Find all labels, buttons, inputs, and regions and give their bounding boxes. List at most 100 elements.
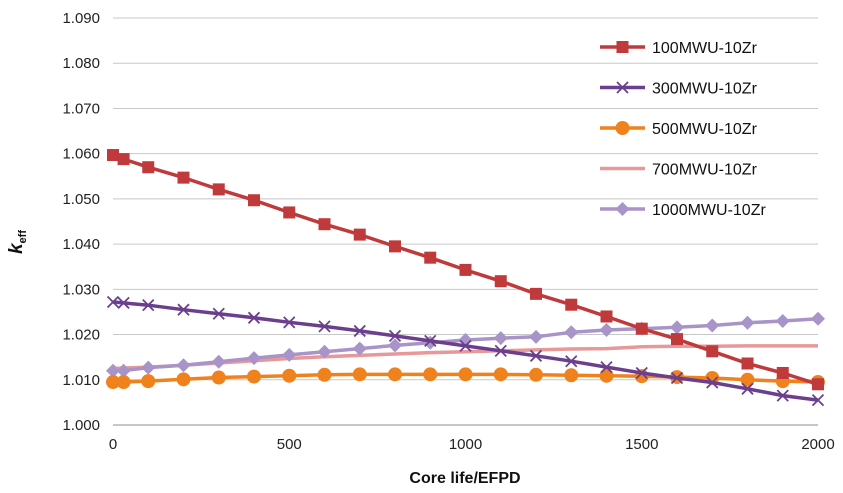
data-point-300MWU-10Zr bbox=[353, 324, 366, 338]
data-point-300MWU-10Zr-stroke bbox=[706, 376, 719, 389]
data-point-100MWU-10Zr bbox=[389, 240, 401, 253]
data-point-300MWU-10Zr bbox=[459, 339, 472, 352]
data-point-300MWU-10Zr-stroke bbox=[776, 389, 789, 402]
data-point-300MWU-10Zr-stroke bbox=[142, 299, 155, 312]
data-point-1000MWU-10Zr bbox=[282, 347, 297, 362]
data-point-100MWU-10Zr bbox=[776, 366, 789, 379]
y-tick-label: 1.050 bbox=[62, 191, 100, 208]
data-point-500MWU-10Zr bbox=[176, 372, 191, 387]
data-point-1000MWU-10Zr bbox=[670, 320, 684, 335]
data-point-300MWU-10Zr bbox=[811, 393, 825, 407]
data-point-300MWU-10Zr-stroke bbox=[424, 334, 437, 348]
y-tick-label: 1.000 bbox=[62, 417, 100, 434]
y-tick-label: 1.020 bbox=[62, 327, 100, 344]
y-axis-title-main: k bbox=[6, 242, 27, 254]
data-point-1000MWU-10Zr bbox=[211, 354, 226, 369]
data-point-100MWU-10Zr bbox=[741, 357, 754, 370]
data-point-100MWU-10Zr bbox=[318, 218, 331, 231]
data-point-1000MWU-10Zr bbox=[388, 338, 402, 353]
data-point-1000MWU-10Zr bbox=[352, 341, 367, 356]
data-point-300MWU-10Zr-stroke bbox=[117, 296, 130, 310]
data-point-300MWU-10Zr bbox=[600, 360, 613, 374]
data-point-300MWU-10Zr-stroke bbox=[353, 324, 366, 338]
y-tick-label: 1.090 bbox=[62, 10, 100, 27]
legend-marker bbox=[616, 41, 629, 53]
data-point-100MWU-10Zr bbox=[117, 153, 130, 166]
data-point-500MWU-10Zr bbox=[458, 367, 473, 382]
data-point-300MWU-10Zr-stroke bbox=[565, 355, 578, 368]
data-point-1000MWU-10Zr bbox=[317, 344, 332, 359]
data-point-300MWU-10Zr-stroke bbox=[388, 329, 402, 343]
legend-item: 700MWU-10Zr bbox=[600, 162, 758, 179]
data-point-300MWU-10Zr-stroke bbox=[106, 295, 120, 309]
data-point-300MWU-10Zr bbox=[529, 349, 543, 362]
legend-marker bbox=[615, 121, 630, 135]
data-point-300MWU-10Zr-stroke bbox=[811, 393, 825, 407]
data-point-100MWU-10Zr bbox=[635, 322, 648, 335]
data-point-1000MWU-10Zr bbox=[493, 331, 508, 346]
data-point-500MWU-10Zr bbox=[740, 372, 755, 387]
data-point-300MWU-10Zr-stroke bbox=[177, 303, 190, 316]
data-point-100MWU-10Zr bbox=[494, 275, 507, 288]
data-point-100MWU-10Zr bbox=[283, 206, 296, 219]
data-point-300MWU-10Zr-stroke bbox=[529, 349, 543, 362]
data-point-300MWU-10Zr bbox=[741, 382, 754, 395]
data-point-500MWU-10Zr bbox=[564, 368, 579, 383]
data-point-300MWU-10Zr-stroke bbox=[283, 316, 296, 329]
series-100MWU-10Zr bbox=[107, 149, 824, 391]
legend-marker bbox=[615, 202, 630, 216]
data-point-1000MWU-10Zr bbox=[116, 363, 131, 378]
y-tick-label: 1.080 bbox=[62, 55, 100, 72]
series-line-500MWU-10Zr bbox=[113, 372, 819, 384]
data-point-100MWU-10Zr bbox=[565, 298, 578, 311]
data-point-1000MWU-10Zr bbox=[740, 315, 755, 330]
data-point-300MWU-10Zr bbox=[177, 303, 190, 316]
y-tick-label: 1.040 bbox=[62, 236, 100, 253]
x-tick-label: 0 bbox=[109, 436, 117, 453]
data-point-300MWU-10Zr-stroke bbox=[494, 344, 507, 357]
data-point-300MWU-10Zr-stroke bbox=[670, 371, 684, 385]
data-point-300MWU-10Zr-stroke bbox=[600, 360, 613, 374]
legend-label: 100MWU-10Zr bbox=[652, 40, 758, 57]
data-point-500MWU-10Zr bbox=[529, 367, 543, 382]
data-point-500MWU-10Zr bbox=[599, 368, 614, 383]
y-tick-label: 1.030 bbox=[62, 281, 100, 298]
legend-label: 1000MWU-10Zr bbox=[652, 202, 766, 219]
x-tick-label: 2000 bbox=[801, 436, 834, 453]
y-tick-label: 1.060 bbox=[62, 146, 100, 163]
y-axis-title: keff bbox=[6, 230, 29, 254]
data-point-100MWU-10Zr bbox=[353, 228, 366, 241]
data-point-1000MWU-10Zr bbox=[599, 323, 614, 338]
data-point-300MWU-10Zr-stroke bbox=[635, 366, 648, 380]
data-point-300MWU-10Zr bbox=[106, 295, 120, 309]
data-point-300MWU-10Zr bbox=[635, 366, 648, 380]
x-tick-label: 1000 bbox=[449, 436, 482, 453]
legend-item: 100MWU-10Zr bbox=[600, 40, 758, 57]
data-point-300MWU-10Zr bbox=[318, 320, 331, 333]
data-point-300MWU-10Zr-stroke bbox=[247, 311, 261, 324]
data-point-100MWU-10Zr bbox=[212, 183, 225, 196]
data-point-500MWU-10Zr bbox=[282, 368, 297, 383]
data-point-100MWU-10Zr bbox=[142, 161, 155, 174]
data-point-1000MWU-10Zr bbox=[705, 318, 720, 333]
data-point-300MWU-10Zr bbox=[247, 311, 261, 324]
data-point-1000MWU-10Zr bbox=[106, 363, 120, 378]
data-point-100MWU-10Zr bbox=[706, 345, 719, 358]
legend-label: 700MWU-10Zr bbox=[652, 162, 758, 179]
legend-item: 300MWU-10Zr bbox=[600, 81, 758, 98]
x-axis-title: Core life/EFPD bbox=[409, 470, 520, 487]
data-point-1000MWU-10Zr bbox=[529, 329, 543, 344]
legend-label: 300MWU-10Zr bbox=[652, 81, 758, 98]
data-point-100MWU-10Zr bbox=[424, 251, 437, 264]
x-tick-label: 500 bbox=[277, 436, 302, 453]
series-line-1000MWU-10Zr bbox=[113, 316, 819, 373]
legend-marker-stroke bbox=[616, 81, 629, 94]
x-tick-label: 1500 bbox=[625, 436, 658, 453]
data-point-300MWU-10Zr bbox=[142, 299, 155, 312]
data-point-100MWU-10Zr bbox=[107, 149, 119, 162]
data-point-100MWU-10Zr bbox=[812, 378, 824, 391]
legend: 100MWU-10Zr 300MWU-10Zr 500MWU-10Zr 700MWU-… bbox=[600, 40, 766, 219]
data-point-100MWU-10Zr bbox=[600, 310, 613, 323]
data-point-1000MWU-10Zr bbox=[247, 351, 261, 366]
data-point-100MWU-10Zr bbox=[248, 194, 260, 207]
